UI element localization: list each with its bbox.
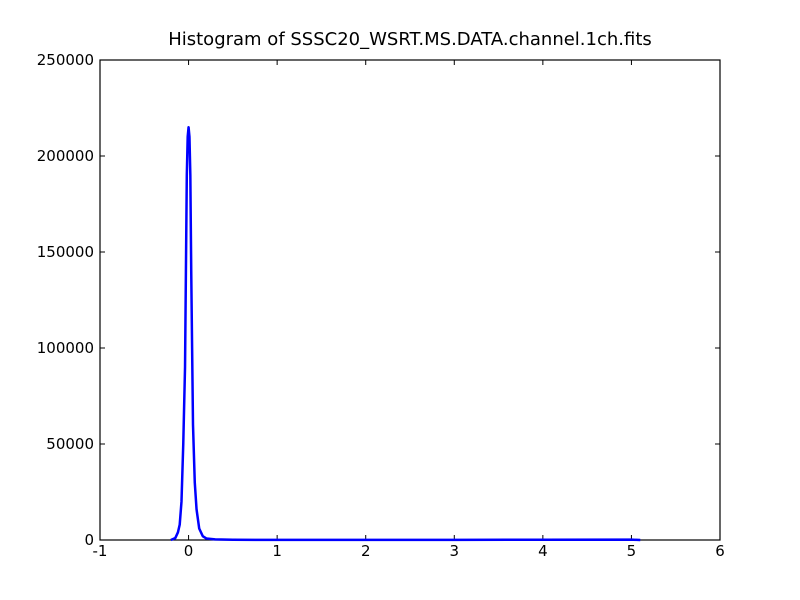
x-tick-label: 2 [361,542,371,560]
x-tick-label: 3 [450,542,460,560]
y-tick-label: 0 [84,531,94,549]
x-tick-label: 4 [538,542,548,560]
series-layer [170,125,641,542]
x-tick-label: 6 [715,542,725,560]
y-tick-label: 100000 [37,339,94,357]
chart-title: Histogram of SSSC20_WSRT.MS.DATA.channel… [168,29,652,50]
y-tick-label: 250000 [37,51,94,69]
y-tick-label: 200000 [37,147,94,165]
x-tick-label: 1 [272,542,282,560]
x-tick-label: 0 [184,542,194,560]
axis-ticks [99,59,721,541]
x-tick-label: 5 [627,542,637,560]
y-tick-label: 150000 [37,243,94,261]
x-tick-label: -1 [93,542,108,560]
plot-area [99,59,721,541]
histogram-line [170,125,641,542]
y-tick-label: 50000 [46,435,94,453]
